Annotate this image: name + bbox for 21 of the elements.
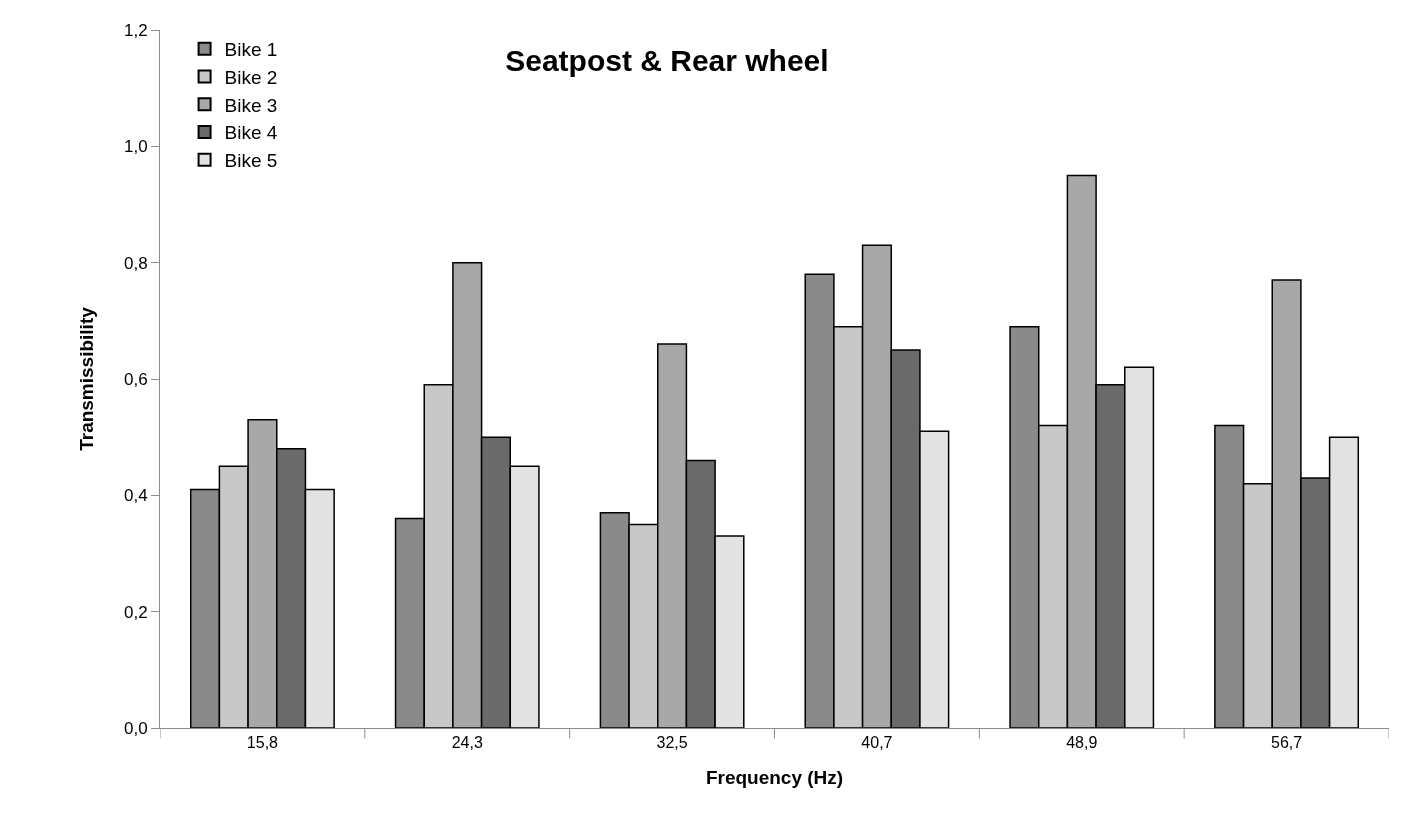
legend-label: Bike 1	[224, 39, 278, 61]
y-tick-label: 0,2	[123, 602, 148, 622]
text: Seatpost & Rear wheel	[505, 43, 829, 77]
y-tick-label: 0,0	[123, 718, 148, 738]
x-tick-label: 40,7	[861, 734, 893, 752]
y-tick-label: 1,2	[123, 20, 148, 40]
y-axis-title: Transmissibility	[75, 306, 97, 451]
x-axis-title: Frequency (Hz)	[705, 767, 844, 788]
x-tick-label: 15,8	[246, 734, 279, 752]
x-tick-label: 48,9	[1066, 734, 1098, 752]
y-tick-label: 0,6	[123, 369, 148, 389]
y-tick-label: 1,0	[123, 137, 148, 157]
y-tick-label: 0,8	[123, 253, 148, 273]
x-tick-label: 32,5	[656, 734, 688, 752]
y-tick-label: 0,4	[123, 486, 148, 506]
x-tick-label: 56,7	[1271, 734, 1303, 752]
x-tick-label: 24,3	[451, 734, 483, 752]
legend-label: Bike 4	[224, 122, 278, 144]
legend-label: Bike 5	[224, 150, 278, 172]
legend-label: Bike 3	[224, 94, 278, 116]
legend-label: Bike 2	[224, 66, 278, 88]
